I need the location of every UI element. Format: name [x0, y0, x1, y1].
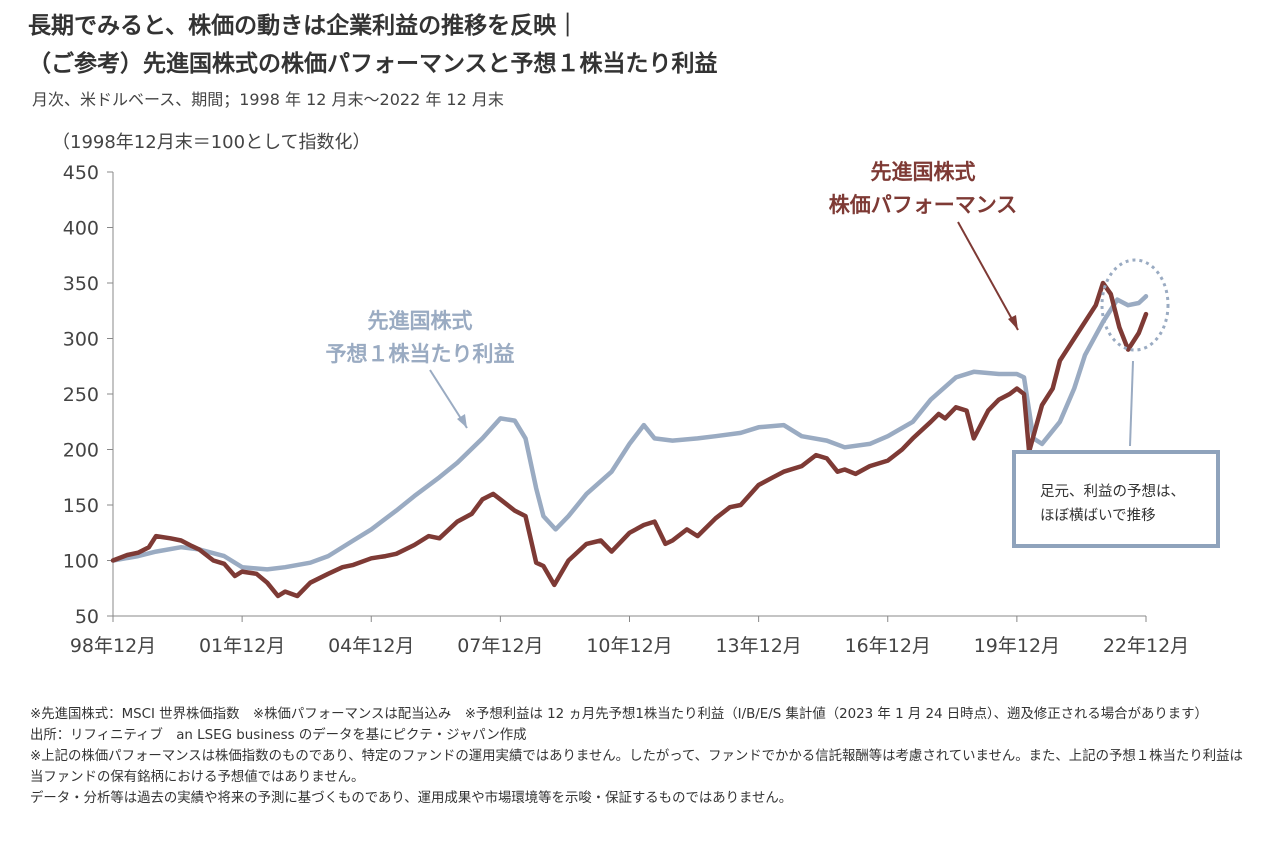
chart-title-line2: （ご参考）先進国株式の株価パフォーマンスと予想１株当たり利益 — [28, 51, 718, 77]
x-tick-label: 04年12月 — [328, 635, 414, 657]
x-tick-label: 16年12月 — [845, 635, 931, 657]
footnote-warning: データ・分析等は過去の実績や将来の予測に基づくものであり、運用成果や市場環境等を… — [30, 791, 793, 806]
chart-axes: 50 100 150 200 250 300 350 400 450 98年12月 01年12月 04… — [63, 162, 1189, 657]
performance-series-label: 先進国株式 株価パフォーマンス — [798, 156, 1048, 222]
recent-highlight-circle — [1100, 258, 1170, 352]
chart-title-line1: 長期でみると、株価の動きは企業利益の推移を反映｜ — [28, 13, 580, 39]
eps-label-line2: 予想１株当たり利益 — [325, 342, 515, 366]
performance-pointer-arrow — [957, 221, 1019, 331]
y-tick-label: 350 — [63, 273, 99, 295]
x-tick-label: 10年12月 — [586, 635, 672, 657]
x-tick-label: 19年12月 — [974, 635, 1060, 657]
performance-label-line1: 先進国株式 — [870, 160, 976, 184]
y-tick-label: 450 — [63, 162, 99, 184]
y-tick-label: 150 — [63, 495, 99, 517]
chart-series — [110, 280, 1149, 599]
eps-series-label: 先進国株式 予想１株当たり利益 — [280, 305, 560, 371]
footnotes: ※先進国株式：MSCI 世界株価指数 ※株価パフォーマンスは配当込み ※予想利益… — [30, 704, 1245, 809]
performance-arrowhead — [1008, 315, 1018, 330]
y-tick-label: 250 — [63, 384, 99, 406]
footnote-disclaimer: ※上記の株価パフォーマンスは株価指数のものであり、特定のファンドの運用実績ではあ… — [30, 749, 1243, 785]
footnote-data-source: 出所：リフィニティブ an LSEG business のデータを基にピクテ・ジ… — [30, 728, 527, 743]
eps-label-line1: 先進国株式 — [367, 309, 473, 333]
series-line-eps — [110, 294, 1149, 572]
callout-note-line1: 足元、利益の予想は、 — [1040, 484, 1185, 500]
y-tick-label: 100 — [63, 551, 99, 573]
x-tick-label: 13年12月 — [715, 635, 801, 657]
y-tick-label: 400 — [63, 218, 99, 240]
series-line-performance — [110, 280, 1149, 599]
y-tick-label: 200 — [63, 440, 99, 462]
callout-note-line2: ほぼ横ばいで推移 — [1040, 508, 1156, 524]
chart-annotations — [429, 221, 1170, 447]
y-tick-label: 300 — [63, 329, 99, 351]
eps-arrowhead — [457, 414, 467, 428]
y-axis-unit-note: （1998年12月末＝100として指数化） — [52, 132, 371, 153]
x-tick-label: 98年12月 — [70, 635, 156, 657]
x-tick-label: 01年12月 — [199, 635, 285, 657]
y-tick-label: 50 — [75, 606, 99, 628]
callout-note-box: 足元、利益の予想は、 ほぼ横ばいで推移 — [1012, 450, 1220, 548]
x-tick-label: 07年12月 — [457, 635, 543, 657]
x-tick-label: 22年12月 — [1103, 635, 1189, 657]
note-pointer-line — [1129, 360, 1134, 447]
line-chart: 50 100 150 200 250 300 350 400 450 98年12月 01年12月 04… — [63, 162, 1189, 657]
chart-subtitle: 月次、米ドルベース、期間；1998 年 12 月末～2022 年 12 月末 — [32, 90, 504, 109]
performance-label-line2: 株価パフォーマンス — [828, 193, 1018, 217]
footnote-source-definition: ※先進国株式：MSCI 世界株価指数 ※株価パフォーマンスは配当込み ※予想利益… — [30, 707, 1208, 722]
